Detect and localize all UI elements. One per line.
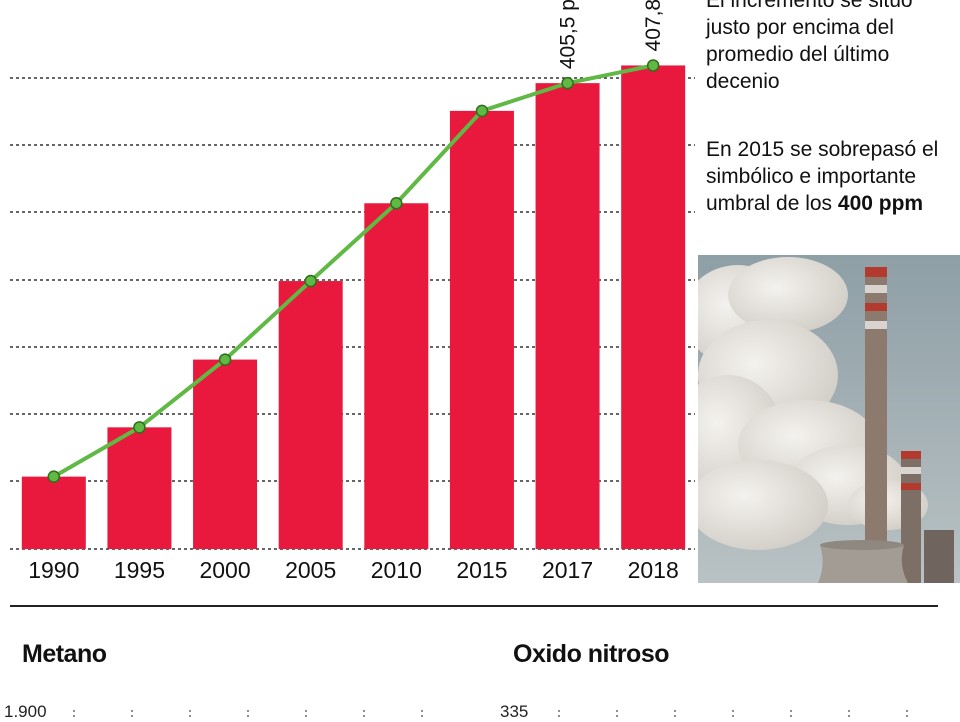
point-1990 — [47, 470, 61, 483]
x-tick-2010: 2010 — [371, 557, 422, 583]
oxido-gridline-stub — [558, 710, 908, 720]
point-2000 — [218, 353, 232, 366]
bar-2017 — [535, 83, 600, 550]
chart-bars — [21, 65, 686, 550]
bar-2000 — [193, 359, 258, 549]
metano-first-tick: 1.900 — [4, 702, 47, 721]
chart-annotations: 405,5 ppm 407,8 ppm — [557, 0, 666, 69]
point-2010 — [390, 197, 403, 210]
data-label-2017: 405,5 ppm — [557, 0, 580, 69]
x-tick-1990: 1990 — [28, 557, 79, 583]
point-2017 — [561, 76, 574, 90]
bar-1995 — [107, 427, 172, 549]
section-divider — [10, 605, 938, 607]
oxido-first-tick: 335 — [500, 702, 529, 721]
side-note-mid-highlight: 400 ppm — [837, 192, 924, 215]
chimney-tall — [865, 267, 887, 583]
side-note-mid-text: En 2015 se sobrepasó el simbólico e impo… — [706, 138, 939, 215]
x-tick-1995: 1995 — [114, 557, 165, 583]
metano-gridline-stub — [73, 710, 423, 720]
chart-line — [47, 59, 660, 483]
x-tick-2005: 2005 — [285, 557, 336, 583]
side-note-top: El incremento se sitúo justo por encima … — [706, 0, 913, 93]
data-label-2018: 407,8 ppm — [642, 0, 665, 51]
smoke-cloud — [698, 257, 928, 550]
bar-2015 — [449, 110, 514, 550]
oxido-nitroso-title: Oxido nitroso — [513, 640, 670, 668]
x-tick-2015: 2015 — [456, 557, 507, 583]
cooling-tower — [818, 540, 908, 583]
x-tick-2018: 2018 — [628, 557, 679, 583]
point-2005 — [304, 274, 317, 288]
bar-2010 — [364, 203, 429, 549]
chart-x-labels: 1990 1995 2000 2005 2010 2015 2017 2018 — [28, 557, 679, 583]
side-note-mid: En 2015 se sobrepasó el simbólico e impo… — [706, 136, 956, 217]
point-1995 — [133, 421, 146, 434]
bar-2018 — [621, 65, 686, 549]
x-tick-2000: 2000 — [199, 557, 250, 583]
bar-2005 — [278, 281, 343, 549]
x-tick-2017: 2017 — [542, 557, 593, 583]
metano-title: Metano — [22, 640, 107, 668]
co2-bar-chart: 1990 1995 2000 2005 2010 2015 2017 2018 405,5 p… — [10, 0, 695, 583]
series-line — [52, 63, 654, 479]
point-2015 — [475, 104, 489, 118]
point-2018 — [646, 59, 660, 72]
chimney-short — [901, 451, 921, 583]
smokestack-photo — [698, 255, 960, 583]
bar-1990 — [21, 476, 86, 549]
